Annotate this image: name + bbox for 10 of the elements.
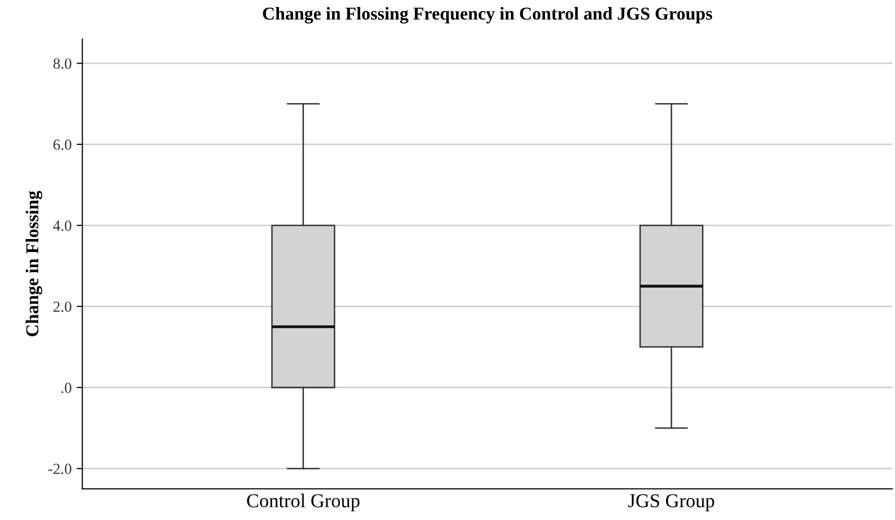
y-tick-label: .0: [61, 382, 72, 394]
y-axis-title: Change in Flossing: [26, 190, 42, 336]
y-tick-label: 8.0: [53, 58, 72, 69]
x-tick-label: JGS Group: [628, 494, 714, 512]
x-tick-label: Control Group: [247, 494, 360, 512]
y-tick-label: 4.0: [53, 220, 72, 231]
y-tick-label: 6.0: [53, 140, 72, 150]
chart-title: Change in Flossing Frequency in Control and JGS Groups: [262, 7, 712, 24]
y-tick-label: -2.0: [48, 464, 72, 474]
y-tick-label: 2.0: [53, 302, 72, 312]
